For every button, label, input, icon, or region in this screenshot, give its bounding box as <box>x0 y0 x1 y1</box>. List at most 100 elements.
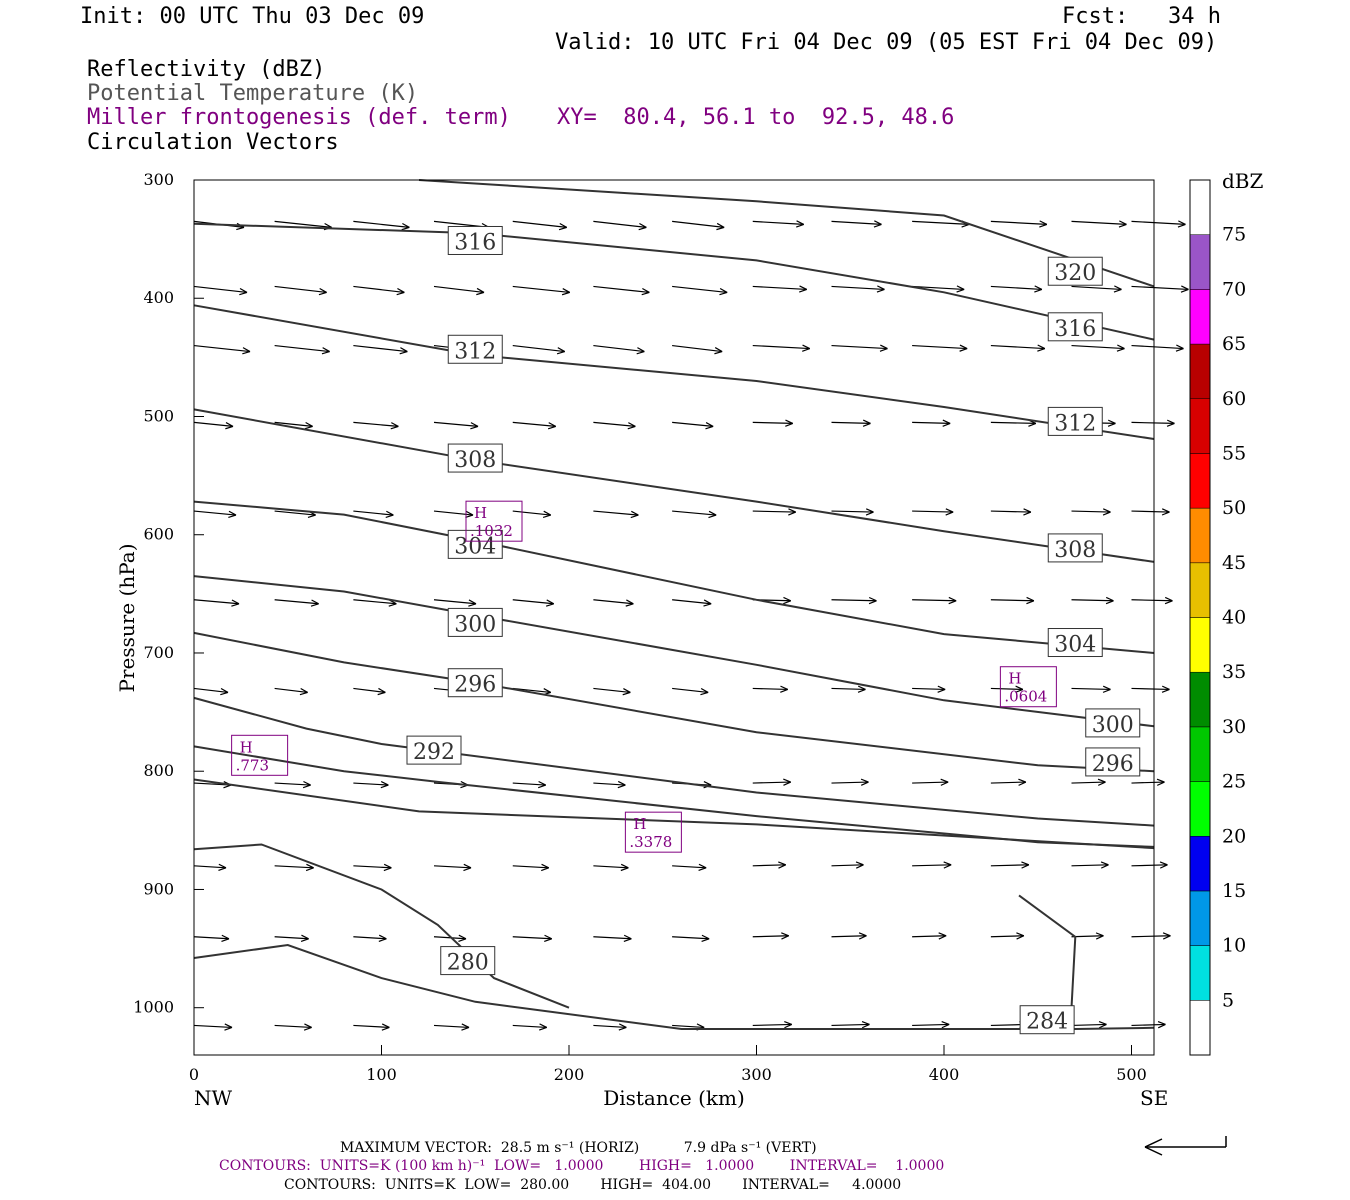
cross-section-coordinates: XY= 80.4, 56.1 to 92.5, 48.6 <box>557 105 955 130</box>
colorbar-segment <box>1189 836 1211 892</box>
vector-head <box>1166 419 1175 424</box>
frontogenesis-high-symbol: H <box>240 738 253 756</box>
vector-shaft <box>831 1023 870 1027</box>
vector-head <box>1178 220 1186 225</box>
vector-head <box>220 687 229 693</box>
vector-shaft <box>433 865 472 869</box>
x-tick-label: 400 <box>929 1065 960 1084</box>
vector-shaft <box>512 421 556 427</box>
isentrope-292 <box>193 696 1155 827</box>
vector-head <box>539 1023 548 1028</box>
vector-shaft <box>752 285 807 291</box>
vector-head <box>703 599 712 605</box>
frontogenesis-high-value: .0604 <box>1004 688 1047 706</box>
vector-head <box>1039 220 1048 225</box>
vector-head <box>1162 935 1171 940</box>
vector-head <box>783 596 791 602</box>
vector-shaft <box>990 344 1045 350</box>
vector-shaft <box>990 687 1023 691</box>
vector-shaft <box>912 864 952 867</box>
vector-head <box>696 1023 705 1028</box>
isentrope-304 <box>193 500 1155 654</box>
vector-shaft <box>831 510 874 513</box>
vector-shaft <box>274 1024 312 1029</box>
vector-head <box>228 514 237 519</box>
vector-shaft <box>752 935 789 938</box>
vector-head <box>388 603 397 607</box>
vector-head <box>941 1023 950 1029</box>
x-tick-label: 300 <box>741 1065 772 1084</box>
vector-head <box>239 287 248 293</box>
vector-head <box>539 1026 547 1031</box>
vector-head <box>945 511 954 516</box>
vector-head <box>544 934 553 940</box>
vector-head <box>865 508 874 513</box>
vector-head <box>546 599 555 605</box>
vector-head <box>785 419 793 424</box>
vector-head <box>868 600 877 605</box>
vector-shaft <box>353 421 399 427</box>
vector-shaft <box>593 285 650 294</box>
vector-head <box>1026 596 1035 602</box>
vector-shaft <box>1131 285 1189 291</box>
vector-head <box>1023 511 1032 516</box>
vector-head <box>225 425 234 430</box>
colorbar-label: 45 <box>1222 552 1246 574</box>
vector-shaft <box>831 285 885 291</box>
isentrope-contours: 320 316 316 312 312 308 308 304 304 300 300 296 296 2… <box>193 179 1155 1035</box>
colorbar-segment <box>1189 671 1211 728</box>
vector-head <box>468 599 477 605</box>
vector-shaft <box>831 220 882 225</box>
isentrope-284b <box>193 943 1155 1030</box>
vector-shaft <box>672 285 728 294</box>
vector-head <box>225 422 234 427</box>
vector-shaft <box>512 285 570 294</box>
vector-shaft <box>593 421 636 427</box>
colorbar-label: 40 <box>1222 607 1246 629</box>
vector-shaft <box>593 1024 627 1029</box>
vector-head <box>543 510 552 516</box>
isentrope-label-box <box>1047 628 1103 658</box>
isentrope-312 <box>193 304 1155 440</box>
vector-shaft <box>512 220 567 228</box>
vector-head <box>940 778 949 783</box>
vector-shaft <box>193 599 240 605</box>
isentrope-label-box <box>1047 312 1103 342</box>
vector-shaft <box>1071 864 1109 867</box>
vector-head <box>956 285 965 290</box>
vector-head <box>307 514 316 519</box>
vector-head <box>698 863 707 869</box>
vector-head <box>1102 685 1111 690</box>
vector-shaft <box>912 421 951 424</box>
vector-head <box>641 291 650 296</box>
vector-head <box>1166 422 1175 427</box>
isentrope-label-box <box>447 529 503 559</box>
vector-shaft <box>1071 285 1122 291</box>
vector-head <box>228 510 237 516</box>
vector-head <box>799 285 808 290</box>
vector-shaft <box>193 344 251 353</box>
vector-shaft <box>912 935 947 938</box>
vector-shaft <box>990 421 1036 424</box>
x-tick-label: 200 <box>554 1065 585 1084</box>
vector-shaft <box>274 285 327 294</box>
vector-head <box>468 603 477 607</box>
vector-shaft <box>353 220 410 228</box>
vector-head <box>700 688 709 693</box>
vector-head <box>858 935 867 940</box>
vector-head <box>937 688 946 693</box>
vector-head <box>1161 685 1170 690</box>
x-tick-label: 100 <box>366 1065 397 1084</box>
isentrope-label: 284 <box>1026 1010 1068 1035</box>
circulation-vectors <box>193 220 1189 1031</box>
vector-head <box>788 508 796 513</box>
vector-head <box>390 425 399 430</box>
vector-head <box>708 514 717 519</box>
colorbar-segment <box>1189 398 1211 454</box>
vector-shaft <box>672 1024 705 1029</box>
vector-head <box>623 934 632 940</box>
vector-shaft <box>593 510 639 516</box>
vector-head <box>1105 600 1114 605</box>
vector-head <box>239 291 248 296</box>
vector-shaft <box>1071 1023 1107 1027</box>
